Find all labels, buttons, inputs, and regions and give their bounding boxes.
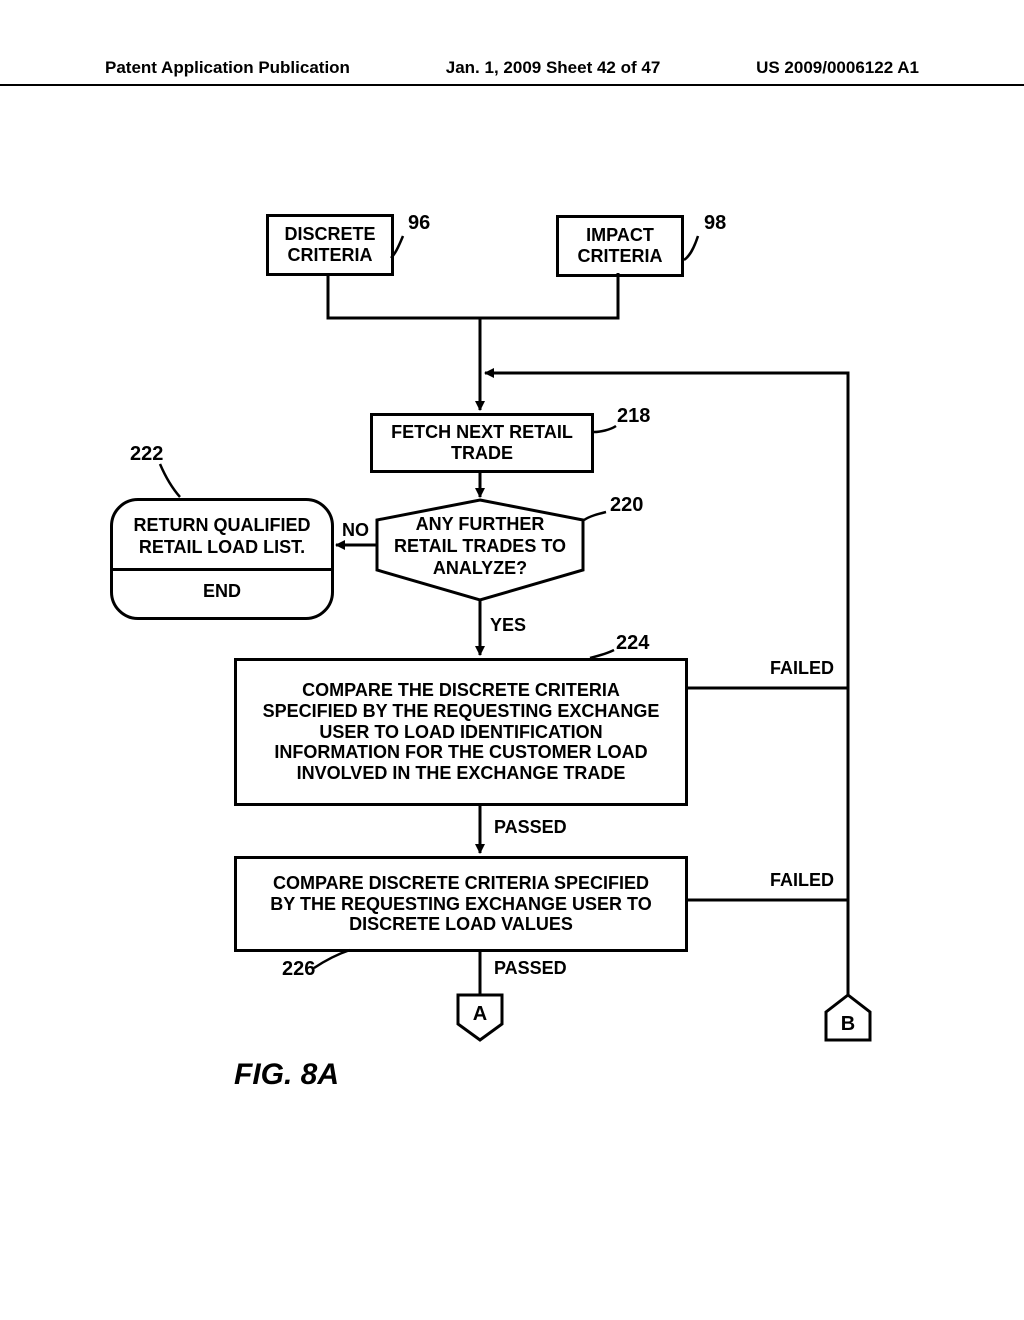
label-passed-2: PASSED	[494, 958, 567, 979]
header-right: US 2009/0006122 A1	[756, 58, 919, 78]
ref-222: 222	[130, 443, 163, 466]
text-line: TRADE	[451, 443, 513, 464]
text-line: USER TO LOAD IDENTIFICATION	[319, 722, 602, 743]
text-line: BY THE REQUESTING EXCHANGE USER TO	[270, 894, 651, 915]
text-line: DISCRETE LOAD VALUES	[349, 914, 573, 935]
decision-line3: ANALYZE?	[433, 558, 527, 578]
figure-label: FIG. 8A	[234, 1058, 339, 1092]
box-fetch-next-retail-trade: FETCH NEXT RETAIL TRADE	[370, 413, 594, 473]
box-compare-discrete-load-values: COMPARE DISCRETE CRITERIA SPECIFIED BY T…	[234, 856, 688, 952]
ref-98: 98	[704, 212, 726, 235]
box-compare-discrete-load-id: COMPARE THE DISCRETE CRITERIA SPECIFIED …	[234, 658, 688, 806]
text-line: INFORMATION FOR THE CUSTOMER LOAD	[274, 742, 647, 763]
connector-b: B	[841, 1013, 855, 1035]
box-impact-criteria: IMPACT CRITERIA	[556, 215, 684, 277]
terminal-top: RETURN QUALIFIED RETAIL LOAD LIST.	[113, 501, 331, 568]
label-failed-1: FAILED	[770, 658, 834, 679]
header-left: Patent Application Publication	[105, 58, 350, 78]
text-line: COMPARE THE DISCRETE CRITERIA	[302, 680, 620, 701]
text-line: FETCH NEXT RETAIL	[391, 422, 573, 443]
text-line: CRITERIA	[288, 245, 373, 266]
ref-224: 224	[616, 632, 649, 655]
ref-220: 220	[610, 494, 643, 517]
text-line: END	[123, 581, 321, 603]
connector-a: A	[473, 1003, 487, 1025]
text-line: DISCRETE	[284, 224, 375, 245]
ref-218: 218	[617, 405, 650, 428]
page-header: Patent Application Publication Jan. 1, 2…	[0, 58, 1024, 86]
box-return-qualified-end: RETURN QUALIFIED RETAIL LOAD LIST. END	[110, 498, 334, 620]
header-center: Jan. 1, 2009 Sheet 42 of 47	[446, 58, 661, 78]
text-line: INVOLVED IN THE EXCHANGE TRADE	[297, 763, 626, 784]
ref-226: 226	[282, 958, 315, 981]
text-line: COMPARE DISCRETE CRITERIA SPECIFIED	[273, 873, 649, 894]
text-line: RETAIL LOAD LIST.	[123, 537, 321, 559]
label-passed-1: PASSED	[494, 817, 567, 838]
box-discrete-criteria: DISCRETE CRITERIA	[266, 214, 394, 276]
text-line: CRITERIA	[578, 246, 663, 267]
text-line: RETURN QUALIFIED	[123, 515, 321, 537]
label-failed-2: FAILED	[770, 870, 834, 891]
label-no: NO	[342, 520, 369, 541]
label-yes: YES	[490, 615, 526, 636]
decision-line1: ANY FURTHER	[416, 514, 545, 534]
text-line: SPECIFIED BY THE REQUESTING EXCHANGE	[263, 701, 660, 722]
ref-96: 96	[408, 212, 430, 235]
page-container: Patent Application Publication Jan. 1, 2…	[0, 0, 1024, 1320]
terminal-bottom: END	[113, 571, 331, 617]
decision-line2: RETAIL TRADES TO	[394, 536, 566, 556]
text-line: IMPACT	[586, 225, 654, 246]
